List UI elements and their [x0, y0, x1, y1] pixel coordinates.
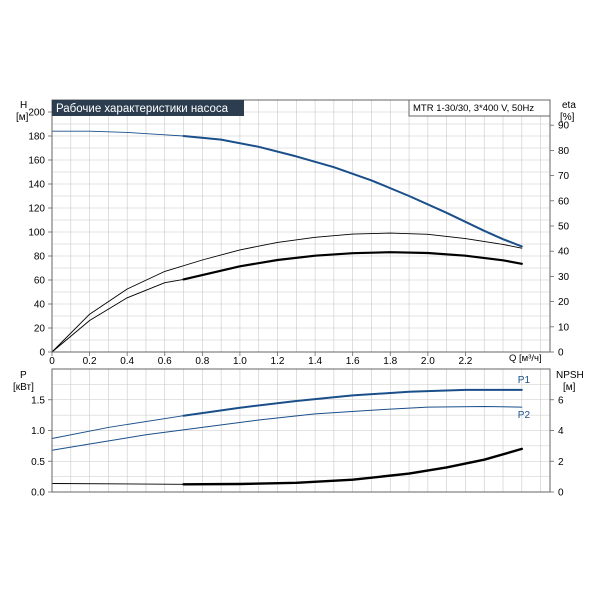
h-tick-label: 160: [28, 156, 45, 167]
q-tick-label: 0.8: [195, 356, 209, 367]
q-tick-label: 1.6: [346, 356, 360, 367]
curve-eta-thin-lower: [51, 278, 184, 353]
bottom-series: P1 P2: [51, 375, 531, 486]
q-tick-label: 0.6: [158, 356, 172, 367]
series-label-P1: P1: [518, 375, 531, 386]
bottom-tick-labels: 0.0 0.5 1.0 1.5 0 2 4 6: [31, 395, 564, 498]
q-tick-label: 2.0: [421, 356, 435, 367]
p-tick-label: 0.0: [31, 488, 45, 499]
h-tick-label: 180: [28, 132, 45, 143]
h-tick-label: 120: [28, 204, 45, 215]
top-chart: H [м] eta [%] 02040608010012014016018020…: [16, 99, 576, 368]
q-tick-label: 1.0: [233, 356, 247, 367]
p-tick-label: 1.5: [31, 395, 45, 406]
h-axis-unit: [м]: [16, 112, 29, 123]
q-tick-label: 1.2: [271, 356, 285, 367]
eta-tick-label: 70: [558, 171, 570, 182]
npsh-tick-label: 4: [558, 426, 564, 437]
model-box: [408, 99, 551, 117]
q-tick-label: 1.8: [383, 356, 397, 367]
p-tick-label: 0.5: [31, 457, 45, 468]
eta-tick-label: 20: [558, 297, 570, 308]
curve-npsh: [182, 447, 523, 486]
top-series: [51, 130, 523, 353]
q-tick-label: 0.4: [120, 356, 134, 367]
npsh-tick-label: 6: [558, 395, 564, 406]
curve-P1: [182, 388, 523, 417]
x-axis-label: Q [м³/ч]: [509, 353, 542, 364]
bottom-chart: P [кВт] NPSH [м] 0.0 0.5 1.0 1.5 0 2 4 6 P1 P2: [13, 368, 584, 499]
chart-title: Рабочие характеристики насоса: [56, 103, 229, 115]
curve-npsh-thin: [51, 483, 184, 485]
q-tick-label: 0: [49, 356, 55, 367]
eta-tick-label: 60: [558, 196, 570, 207]
eta-axis-label: eta: [562, 100, 576, 111]
title-box: [52, 100, 244, 116]
model-label: MTR 1-30/30, 3*400 V, 50Hz: [413, 103, 534, 114]
h-tick-label: 20: [34, 324, 46, 335]
curve-eta-thin-upper: [51, 232, 523, 353]
eta-tick-label: 80: [558, 146, 570, 157]
eta-tick-label: 30: [558, 272, 570, 283]
h-tick-label: 80: [34, 252, 46, 263]
npsh-axis-label: NPSH: [556, 370, 584, 381]
curve-P2: [51, 406, 523, 451]
eta-tick-label: 10: [558, 322, 570, 333]
h-tick-label: 60: [34, 276, 46, 287]
eta-tick-label: 50: [558, 222, 570, 233]
curve-head: [182, 135, 523, 248]
curve-head-thin: [51, 130, 184, 137]
h-tick-label: 140: [28, 180, 45, 191]
npsh-tick-label: 0: [558, 488, 564, 499]
h-tick-label: 200: [28, 108, 45, 119]
h-tick-label: 0: [39, 348, 45, 359]
eta-tick-label: 0: [558, 348, 564, 359]
eta-tick-label: 90: [558, 121, 570, 132]
top-frame: [51, 99, 551, 353]
h-axis-label: H: [20, 100, 27, 111]
curve-eta: [182, 251, 523, 281]
npsh-tick-label: 2: [558, 457, 564, 468]
q-tick-label: 1.4: [308, 356, 322, 367]
npsh-axis-unit: [м]: [563, 382, 576, 393]
eta-tick-label: 40: [558, 247, 570, 258]
p-tick-label: 1.0: [31, 426, 45, 437]
top-tick-labels: 0 20 40 60 80 100 120 140 160 180 200 0 10 20 30 40 50 60…: [28, 108, 569, 368]
p-axis-unit: [кВт]: [13, 382, 34, 393]
eta-axis-unit: [%]: [560, 112, 575, 123]
h-tick-label: 40: [34, 300, 46, 311]
curve-P1-thin: [51, 415, 184, 439]
q-tick-label: 2.2: [458, 356, 472, 367]
h-tick-label: 100: [28, 228, 45, 239]
top-grid: [52, 100, 550, 352]
p-axis-label: P: [20, 370, 27, 381]
q-tick-label: 0.2: [83, 356, 97, 367]
bottom-grid: [52, 369, 550, 492]
series-label-P2: P2: [518, 410, 531, 421]
bottom-frame: [51, 368, 551, 493]
